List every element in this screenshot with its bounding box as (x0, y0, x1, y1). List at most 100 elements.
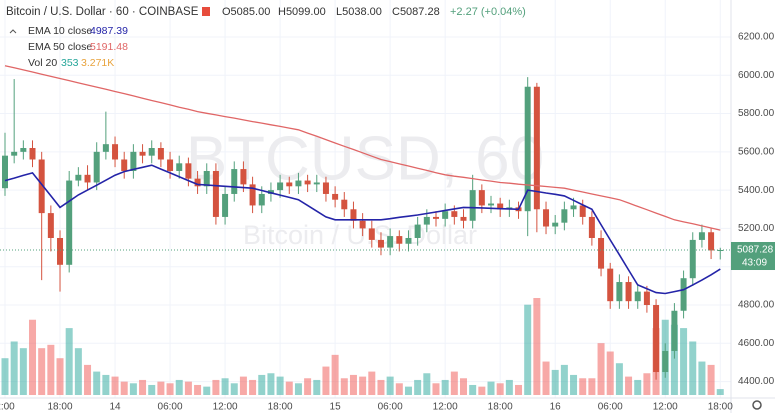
ohlc-value: H5099.00 (278, 6, 326, 18)
candle-body (671, 310, 678, 351)
candle-body (552, 222, 559, 227)
volume-bar (65, 328, 73, 395)
volume-bar (423, 373, 431, 395)
volume-bar (102, 374, 110, 395)
x-tick-label: 06:00 (158, 402, 183, 413)
y-tick-label: 6000.00 (738, 70, 775, 81)
watermark-symbol: BTCUSD, 60 (186, 124, 544, 193)
volume-bar (414, 379, 422, 395)
candle-body (588, 216, 595, 238)
candle-body (405, 237, 412, 244)
candle-body (2, 155, 8, 189)
candle-body (653, 305, 660, 373)
volume-bar (450, 371, 458, 395)
volume-bar (570, 374, 578, 395)
y-tick-label: 5200.00 (738, 223, 775, 234)
candle-body (240, 169, 247, 185)
candle-body (680, 278, 687, 311)
x-tick-label: 12:00 (653, 402, 678, 413)
volume-name: Vol 20 (28, 57, 57, 69)
volume-bar (625, 376, 633, 395)
candle-body (524, 86, 531, 212)
volume-bar (239, 376, 247, 395)
candle-body (432, 216, 439, 219)
y-tick-label: 5400.00 (738, 185, 775, 196)
x-tick-label: 18:00 (48, 402, 73, 413)
candle-body (643, 291, 650, 306)
candle-body (47, 213, 54, 238)
volume-bar (643, 373, 651, 395)
volume-bar (230, 383, 238, 395)
ohlc-value: O5085.00 (222, 6, 270, 18)
volume-bar (74, 348, 82, 395)
settings-icon[interactable] (752, 400, 762, 410)
last-price-box (731, 242, 775, 271)
candle-body (414, 224, 421, 238)
candle-body (203, 170, 210, 187)
x-tick-label: 18:00 (708, 402, 733, 413)
candle-body (20, 148, 27, 152)
volume-bar (47, 344, 55, 395)
y-tick-label: 6200.00 (738, 32, 775, 43)
y-tick-label: 5600.00 (738, 146, 775, 157)
volume-bar (120, 381, 128, 395)
volume-bar (579, 378, 587, 395)
volume-bar (194, 384, 202, 395)
volume-bar (313, 379, 321, 395)
candle-body (75, 174, 82, 181)
candle-body (616, 282, 623, 302)
volume-bar (670, 324, 678, 395)
candle-body (66, 180, 73, 265)
collapse-icon[interactable] (9, 29, 17, 34)
volume-bar (460, 378, 467, 395)
candle-body (350, 209, 357, 221)
volume-bar (404, 386, 412, 395)
volume-bar (129, 383, 137, 395)
candle-body (121, 159, 128, 171)
volume-bar (689, 341, 697, 395)
volume-bar (111, 376, 119, 395)
candle-body (460, 216, 467, 221)
symbol-title: Bitcoin / U.S. Dollar · 60 · COINBASE (6, 6, 199, 18)
candle-body (442, 211, 449, 219)
volume-bar (184, 381, 192, 395)
candle-body (607, 268, 614, 302)
volume-bar (331, 354, 339, 395)
candle-body (304, 180, 311, 185)
volume-bar (340, 378, 348, 395)
flag-icon[interactable] (202, 7, 210, 16)
candle-body (176, 163, 183, 171)
candle-body (167, 159, 174, 171)
candle-body (157, 148, 164, 160)
volume-bar (597, 343, 605, 395)
volume-bar (148, 384, 156, 395)
volume-bar (588, 378, 596, 395)
volume-bar (322, 366, 330, 395)
volume-bar (505, 379, 513, 395)
volume-bar (157, 381, 165, 395)
indicator-name: EMA 50 close (28, 41, 92, 53)
volume-bar (441, 379, 449, 395)
last-price-label: 5087.28 (737, 245, 774, 256)
y-tick-label: 4600.00 (738, 338, 775, 349)
x-tick-label: 16 (550, 402, 562, 413)
candle-body (102, 144, 109, 152)
candle-body (112, 144, 119, 160)
volume-bar (395, 383, 403, 395)
candle-body (212, 170, 219, 217)
y-tick-label: 5800.00 (738, 108, 775, 119)
volume-bar (10, 341, 18, 395)
volume-bar (606, 351, 614, 395)
volume-bar (258, 374, 266, 395)
x-tick-label: 06:00 (598, 402, 623, 413)
volume-bar (166, 383, 174, 395)
y-tick-label: 4400.00 (738, 376, 775, 387)
candle-body (258, 193, 265, 206)
volume-bar (386, 376, 394, 395)
volume-bar (634, 379, 642, 395)
volume-bar (377, 379, 385, 395)
indicator-lines (4, 65, 721, 295)
candle-body (561, 209, 568, 223)
